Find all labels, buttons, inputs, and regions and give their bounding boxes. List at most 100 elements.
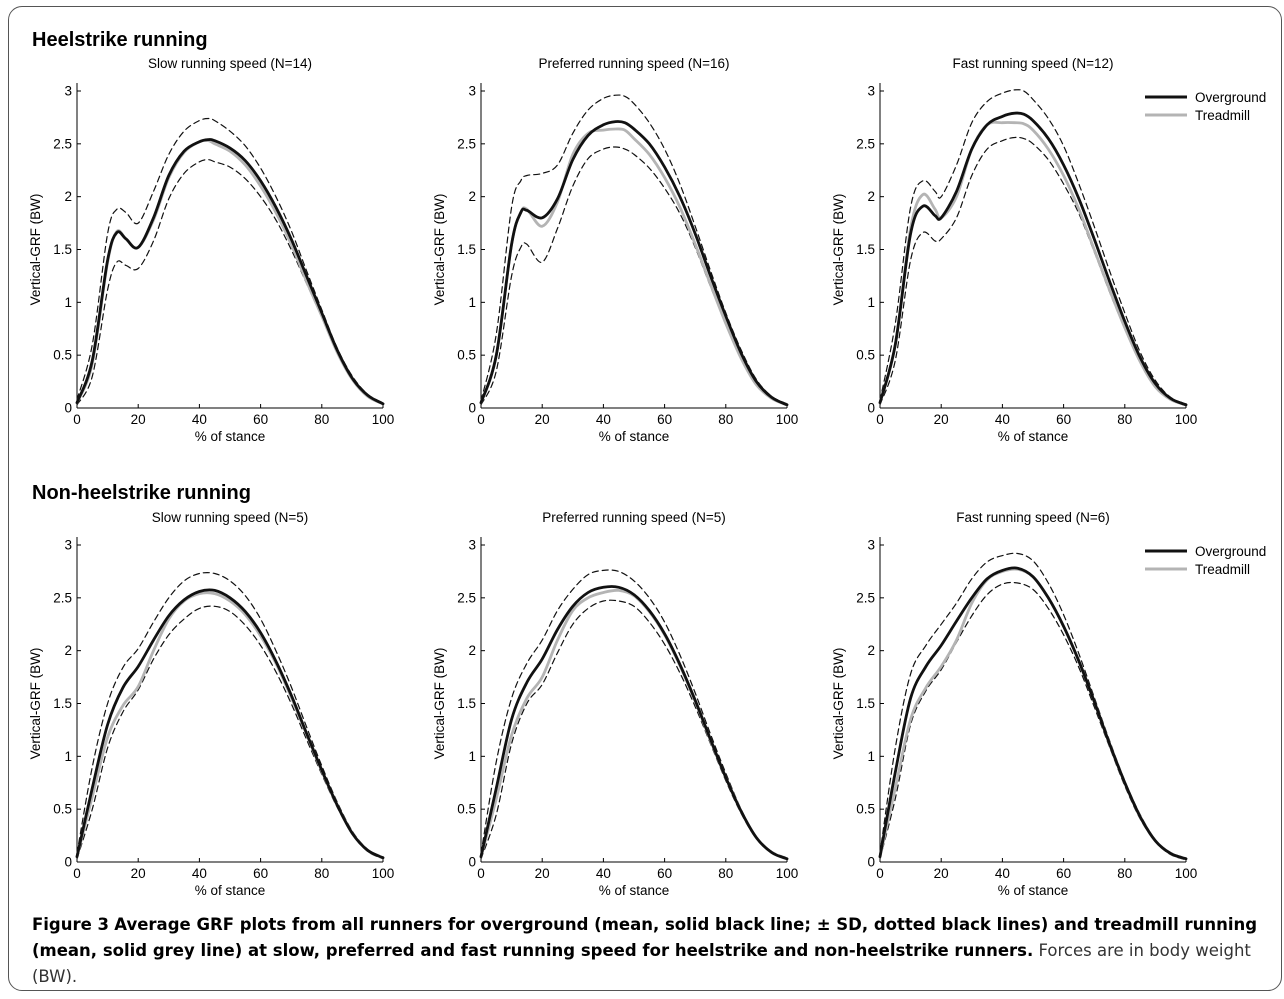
x-tick-label: 80 [1117,412,1132,427]
x-tick-label: 100 [1175,412,1198,427]
figure-frame [8,6,1282,991]
chart-panel-4: 0 0.5 1 1.5 2 2.5 3 0 20 40 60 80 100 Slow running sp… [28,510,394,898]
series-line-treadmill [75,138,385,406]
x-tick-label: 20 [131,412,146,427]
y-tick-label: 0 [867,855,875,870]
chart-legend: Overground Treadmill [1145,90,1266,123]
series-line-overground [479,120,789,407]
y-tick-label: 2 [64,189,72,204]
series-line-overground [878,111,1188,407]
sd-band-line [76,605,384,860]
x-tick-label: 40 [596,412,611,427]
sd-band-line [879,552,1187,859]
y-tick-label: 1 [468,749,476,764]
x-tick-label: 0 [477,866,485,881]
x-tick-label: 100 [372,866,395,881]
chart-title: Preferred running speed (N=16) [539,56,730,71]
series-line-overground [75,138,385,406]
y-tick-label: 2 [468,643,476,658]
y-tick-label: 0 [64,401,72,416]
x-tick-label: 20 [131,866,146,881]
y-tick-label: 2 [867,189,875,204]
y-axis-label: Vertical-GRF (BW) [28,194,43,306]
y-tick-label: 2.5 [457,590,476,605]
x-tick-label: 40 [995,866,1010,881]
y-tick-label: 1.5 [53,696,72,711]
y-tick-label: 0 [867,401,875,416]
x-tick-label: 20 [535,412,550,427]
y-tick-label: 3 [64,84,72,99]
y-tick-label: 0 [468,855,476,870]
y-axis-label: Vertical-GRF (BW) [831,194,846,306]
x-axis-label: % of stance [998,883,1069,898]
x-axis-label: % of stance [195,883,266,898]
chart-legend: Overground Treadmill [1145,544,1266,577]
x-tick-label: 80 [718,412,733,427]
chart-panel-5: 0 0.5 1 1.5 2 2.5 3 0 20 40 60 80 100 Preferred runni… [432,510,798,898]
x-tick-label: 60 [657,412,672,427]
x-tick-label: 80 [1117,866,1132,881]
x-tick-label: 60 [657,866,672,881]
y-tick-label: 1 [867,749,875,764]
y-axis-label: Vertical-GRF (BW) [432,194,447,306]
y-tick-label: 2 [64,643,72,658]
y-tick-label: 3 [64,538,72,553]
y-tick-label: 2.5 [856,136,875,151]
x-axis-label: % of stance [599,429,670,444]
x-tick-label: 80 [718,866,733,881]
series-line-overground [878,566,1188,861]
x-tick-label: 60 [253,412,268,427]
sd-band-line [879,136,1187,407]
y-tick-label: 0.5 [457,802,476,817]
y-axis-label: Vertical-GRF (BW) [831,648,846,760]
x-tick-label: 100 [776,866,799,881]
y-tick-label: 1 [64,295,72,310]
series-line-treadmill [75,591,385,860]
y-tick-label: 1.5 [457,242,476,257]
x-tick-label: 0 [876,866,884,881]
x-tick-label: 100 [776,412,799,427]
x-tick-label: 40 [596,866,611,881]
y-tick-label: 0.5 [53,802,72,817]
x-tick-label: 100 [372,412,395,427]
y-tick-label: 0.5 [856,802,875,817]
series-line-treadmill [479,588,789,861]
x-tick-label: 60 [253,866,268,881]
section-title-heelstrike: Heelstrike running [32,29,208,51]
chart-title: Fast running speed (N=12) [953,56,1114,71]
y-tick-label: 2 [468,189,476,204]
y-tick-label: 1 [867,295,875,310]
series-line-overground [479,585,789,861]
y-tick-label: 1.5 [856,242,875,257]
chart-panel-6: 0 0.5 1 1.5 2 2.5 3 0 20 40 60 80 100 Fast running sp… [831,510,1266,898]
chart-panel-1: 0 0.5 1 1.5 2 2.5 3 0 20 40 60 80 100 Slow running sp… [28,56,394,444]
series-line-treadmill [479,127,789,407]
y-tick-label: 2 [867,643,875,658]
caption-text: Forces are in body weight (BW). [32,941,1251,986]
y-tick-label: 3 [867,538,875,553]
x-tick-label: 60 [1056,412,1071,427]
y-tick-label: 1 [468,295,476,310]
x-tick-label: 20 [535,866,550,881]
y-tick-label: 3 [468,538,476,553]
x-tick-label: 0 [73,866,81,881]
y-axis-label: Vertical-GRF (BW) [28,648,43,760]
y-tick-label: 2.5 [457,136,476,151]
chart-title: Fast running speed (N=6) [956,510,1109,525]
x-tick-label: 100 [1175,866,1198,881]
y-tick-label: 0.5 [53,348,72,363]
sd-band-line [480,146,788,406]
x-tick-label: 0 [73,412,81,427]
x-tick-label: 20 [934,866,949,881]
x-tick-label: 80 [314,412,329,427]
x-tick-label: 0 [876,412,884,427]
chart-title: Slow running speed (N=5) [152,510,308,525]
caption-bold-text: Average GRF plots from all runners for o… [32,915,1258,960]
y-tick-label: 0.5 [457,348,476,363]
x-tick-label: 40 [995,412,1010,427]
series-line-treadmill [878,120,1188,407]
y-tick-label: 1.5 [53,242,72,257]
chart-panel-2: 0 0.5 1 1.5 2 2.5 3 0 20 40 60 80 100 Preferred runni… [432,56,798,444]
y-tick-label: 0 [468,401,476,416]
